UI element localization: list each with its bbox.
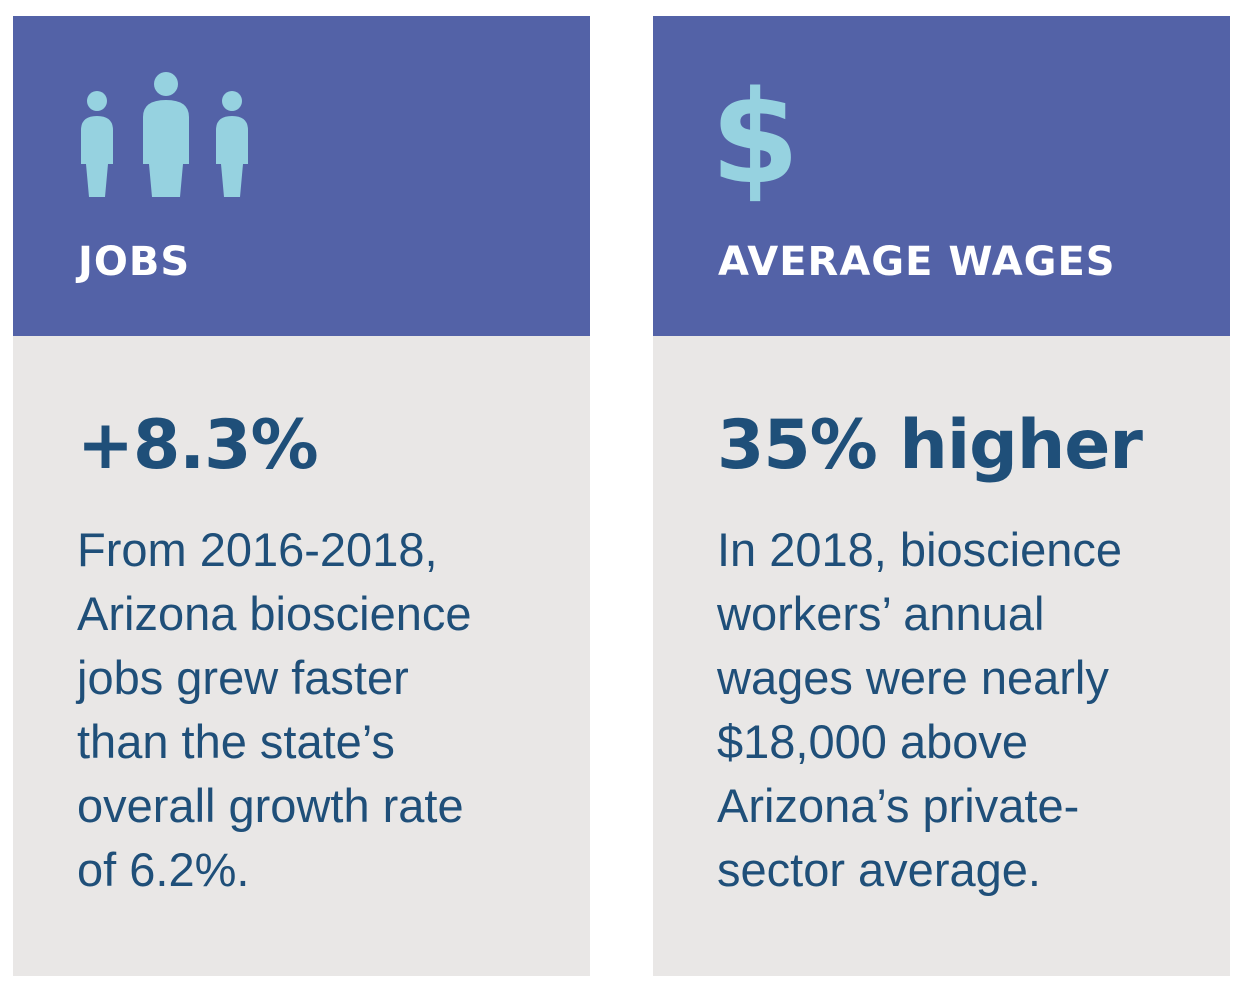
people-icon (77, 72, 257, 203)
wages-card: $ AVERAGE WAGES 35% higher In 2018, bios… (653, 16, 1230, 976)
jobs-description-line: From 2016-2018, (77, 523, 438, 576)
wages-description-line: workers’ annual (717, 587, 1045, 640)
jobs-description-line: jobs grew faster (77, 651, 409, 704)
jobs-description: From 2016-2018, Arizona bioscience jobs … (77, 518, 567, 902)
wages-description-line: sector average. (717, 843, 1041, 896)
wages-card-body: 35% higher In 2018, bioscience workers’ … (653, 336, 1230, 976)
wages-description-line: $18,000 above (717, 715, 1029, 768)
jobs-title: JOBS (78, 239, 191, 285)
wages-title: AVERAGE WAGES (718, 239, 1116, 285)
jobs-card-header: JOBS (13, 16, 590, 336)
dollar-icon: $ (710, 64, 799, 213)
svg-text:$: $ (717, 72, 797, 202)
wages-card-header: $ AVERAGE WAGES (653, 16, 1230, 336)
wages-stat-value: 35% higher (717, 406, 1143, 485)
wages-description: In 2018, bioscience workers’ annual wage… (717, 518, 1207, 902)
wages-description-line: In 2018, bioscience (717, 523, 1123, 576)
jobs-description-line: overall growth rate (77, 779, 464, 832)
jobs-description-line: Arizona bioscience (77, 587, 472, 640)
wages-description-line: Arizona’s private- (717, 779, 1080, 832)
jobs-description-line: of 6.2%. (77, 843, 250, 896)
jobs-card: JOBS +8.3% From 2016-2018, Arizona biosc… (13, 16, 590, 976)
jobs-stat-value: +8.3% (77, 406, 319, 485)
jobs-description-line: than the state’s (77, 715, 395, 768)
wages-description-line: wages were nearly (717, 651, 1109, 704)
jobs-card-body: +8.3% From 2016-2018, Arizona bioscience… (13, 336, 590, 976)
